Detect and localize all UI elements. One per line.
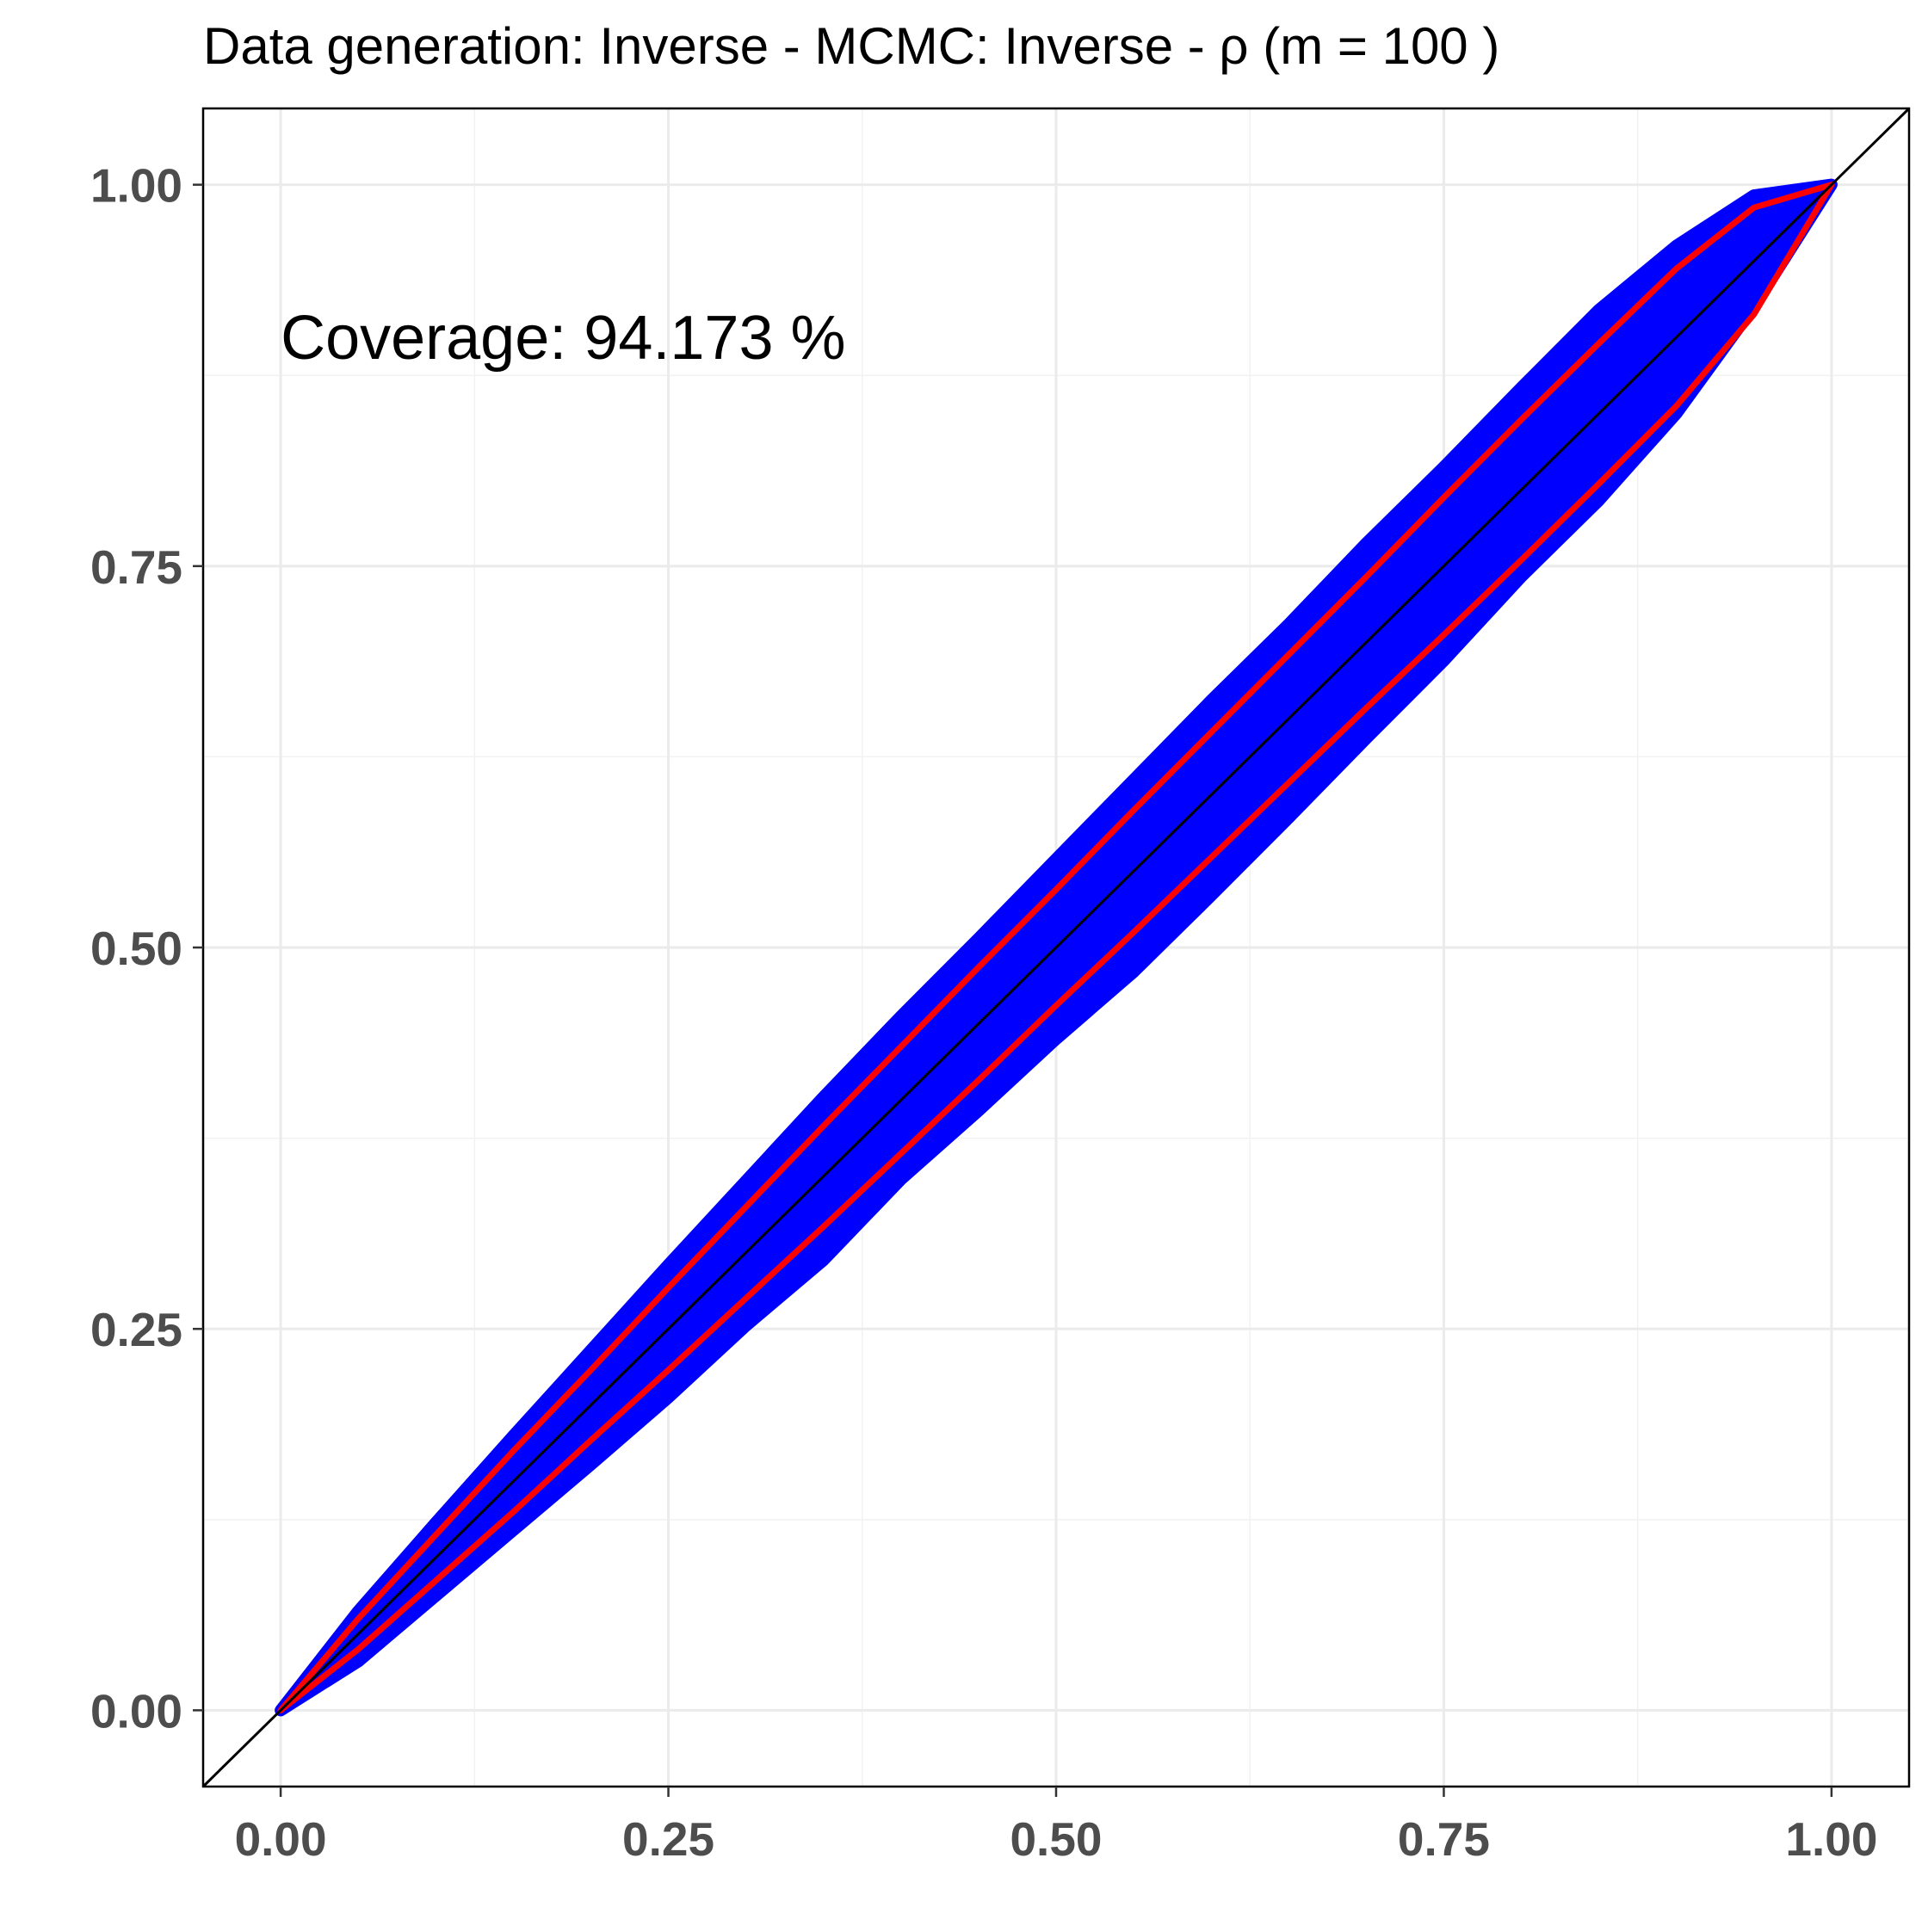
chart-title: Data generation: Inverse - MCMC: Inverse… <box>203 17 1499 75</box>
y-tick-label: 1.00 <box>90 159 182 213</box>
y-tick-label: 0.75 <box>90 540 182 594</box>
reference-line <box>201 107 1911 1788</box>
bound-line-1 <box>277 182 1835 1713</box>
coverage-annotation: Coverage: 94.173 % <box>281 304 845 373</box>
x-tick-label: 1.00 <box>1785 1812 1877 1866</box>
x-tick-label: 0.00 <box>235 1812 327 1866</box>
axes: 0.00 0.25 0.50 0.75 1.00 0.00 0.25 0.50 0.75 1.00 <box>90 107 1911 1866</box>
y-tick-label: 0.00 <box>90 1684 182 1738</box>
x-tick-label: 0.50 <box>1010 1812 1102 1866</box>
x-tick-label: 0.75 <box>1398 1812 1490 1866</box>
x-tick-label: 0.25 <box>622 1812 714 1866</box>
data-layer <box>201 107 1911 1788</box>
y-tick-label: 0.50 <box>90 922 182 975</box>
y-tick-label: 0.25 <box>90 1303 182 1356</box>
bound-line-2 <box>277 182 1835 1713</box>
